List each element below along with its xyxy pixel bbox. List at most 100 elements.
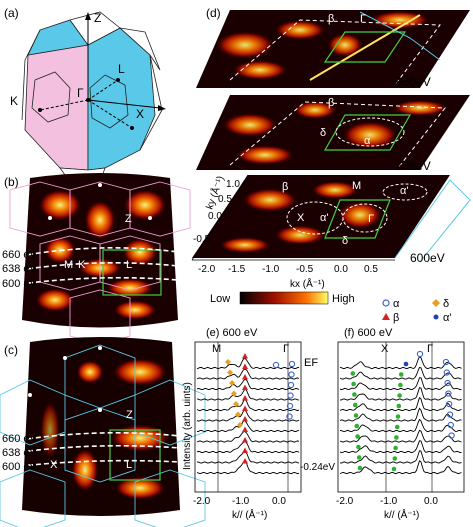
band-marker: [229, 380, 235, 386]
band-marker: [286, 413, 293, 420]
e-xtick-1: -1.0: [232, 496, 250, 507]
edc-curve: [339, 355, 462, 370]
bz-point-x: X: [136, 107, 144, 121]
band-marker: [398, 382, 403, 388]
panel-e-bottom-energy: -0.24eV: [300, 462, 335, 473]
band-marker: [416, 350, 424, 358]
legend: α δ β α': [382, 298, 451, 324]
slice-600-label: 600eV: [410, 251, 445, 265]
e-xtick-2: 0.0: [272, 496, 286, 507]
panel-b-green-box: [102, 249, 162, 296]
edc-curve: [339, 429, 462, 443]
band-marker: [403, 361, 409, 367]
e-xlabel: k// (Å⁻¹): [232, 508, 267, 521]
panel-e-m: M: [212, 343, 221, 355]
band-marker: [242, 437, 248, 443]
edc-curve: [339, 407, 462, 422]
slice-600-alpha-prime-1: α': [400, 185, 408, 197]
panel-c-e638: 638 eV: [2, 447, 38, 459]
band-marker: [350, 371, 356, 376]
band-marker: [396, 403, 402, 409]
band-marker: [357, 465, 363, 471]
edc-curve: [196, 368, 300, 380]
d-ytick-3: -0.5: [193, 234, 211, 245]
band-marker: [392, 456, 398, 461]
band-marker: [356, 444, 361, 450]
band-marker: [286, 402, 294, 410]
slice-638-label: 638eV: [396, 159, 431, 173]
edc-curve: [196, 460, 300, 475]
f-xtick-1: -1.0: [380, 496, 398, 507]
panel-f-gamma: Γ: [427, 343, 433, 355]
panel-e-label: (e) 600 eV: [206, 327, 258, 339]
panel-b-label: (b): [4, 175, 19, 189]
band-marker: [445, 390, 452, 397]
band-marker: [395, 414, 401, 419]
band-marker: [242, 363, 248, 369]
legend-delta: δ: [443, 298, 449, 310]
panel-c-l: L: [126, 459, 132, 471]
band-marker: [444, 379, 451, 387]
band-marker: [242, 405, 248, 411]
panel-b-e638: 638 eV: [2, 263, 38, 275]
edc-curve: [339, 377, 462, 391]
band-marker: [242, 458, 248, 464]
edc-curve: [196, 431, 300, 443]
band-marker: [354, 423, 360, 429]
slice-638-beta: β: [328, 97, 334, 109]
slice-600: β M α' X α' Γ δ 600eV -2.0 -1.5 -1.0 -0.…: [191, 174, 471, 290]
panel-c-e660: 660 eV: [2, 433, 38, 445]
d-xtick-5: 0.5: [364, 264, 378, 275]
edc-curve: [196, 357, 300, 370]
edc-curve: [339, 387, 462, 401]
d-xlabel: kx (Å⁻¹): [290, 277, 325, 290]
panel-b-l: L: [126, 259, 132, 271]
panel-c-green-box: [109, 429, 161, 481]
bz-point-gamma: Γ: [77, 86, 84, 100]
band-marker: [394, 435, 399, 440]
panel-c-z: Z: [126, 409, 133, 421]
panel-a: (a) Z L K Γ X: [4, 6, 166, 183]
edc-curve: [196, 409, 300, 422]
band-marker: [225, 359, 231, 365]
band-marker: [242, 416, 248, 422]
band-marker: [397, 393, 402, 398]
band-marker: [237, 422, 243, 428]
legend-alpha: α: [393, 298, 400, 310]
band-marker: [352, 392, 357, 397]
band-marker: [233, 401, 239, 407]
slice-638-delta: δ: [320, 127, 326, 139]
edc-curve: [339, 396, 462, 412]
panel-d-label: (d): [206, 6, 221, 20]
band-marker: [443, 369, 450, 376]
slice-638: β δ α 638eV: [196, 95, 470, 173]
slice-660: β Γ 660eV: [196, 10, 470, 89]
panel-f: (f) 600 eV X Γ -2.0 -1.0 0.0 k// (Å⁻¹): [336, 327, 465, 521]
band-marker: [353, 413, 359, 418]
d-xtick-0: -2.0: [198, 264, 216, 275]
band-marker: [242, 384, 248, 390]
colorbar-high: High: [332, 293, 355, 305]
d-ytick-2: 0.0: [208, 211, 222, 222]
band-marker: [242, 447, 248, 453]
panel-c-x: X: [50, 459, 58, 471]
band-marker: [448, 432, 455, 439]
edc-curve: [339, 450, 462, 464]
band-marker: [446, 411, 454, 418]
edc-curve: [196, 388, 300, 401]
d-xtick-1: -1.5: [228, 264, 246, 275]
edc-curve: [196, 398, 300, 412]
bz-right-face: [118, 27, 161, 71]
band-marker: [231, 390, 237, 397]
slice-600-x: X: [297, 212, 305, 224]
panel-e-ef: EF: [304, 357, 318, 369]
panel-c-label: (c): [4, 343, 18, 357]
band-marker: [446, 400, 453, 408]
slice-600-delta: δ: [342, 235, 348, 247]
slice-600-m: M: [352, 180, 361, 192]
band-marker: [287, 381, 295, 389]
slice-660-label: 660eV: [396, 75, 431, 89]
d-xtick-2: -1.0: [262, 264, 280, 275]
slice-660-beta: β: [328, 13, 334, 25]
d-ytick-0: 1.0: [226, 179, 240, 190]
